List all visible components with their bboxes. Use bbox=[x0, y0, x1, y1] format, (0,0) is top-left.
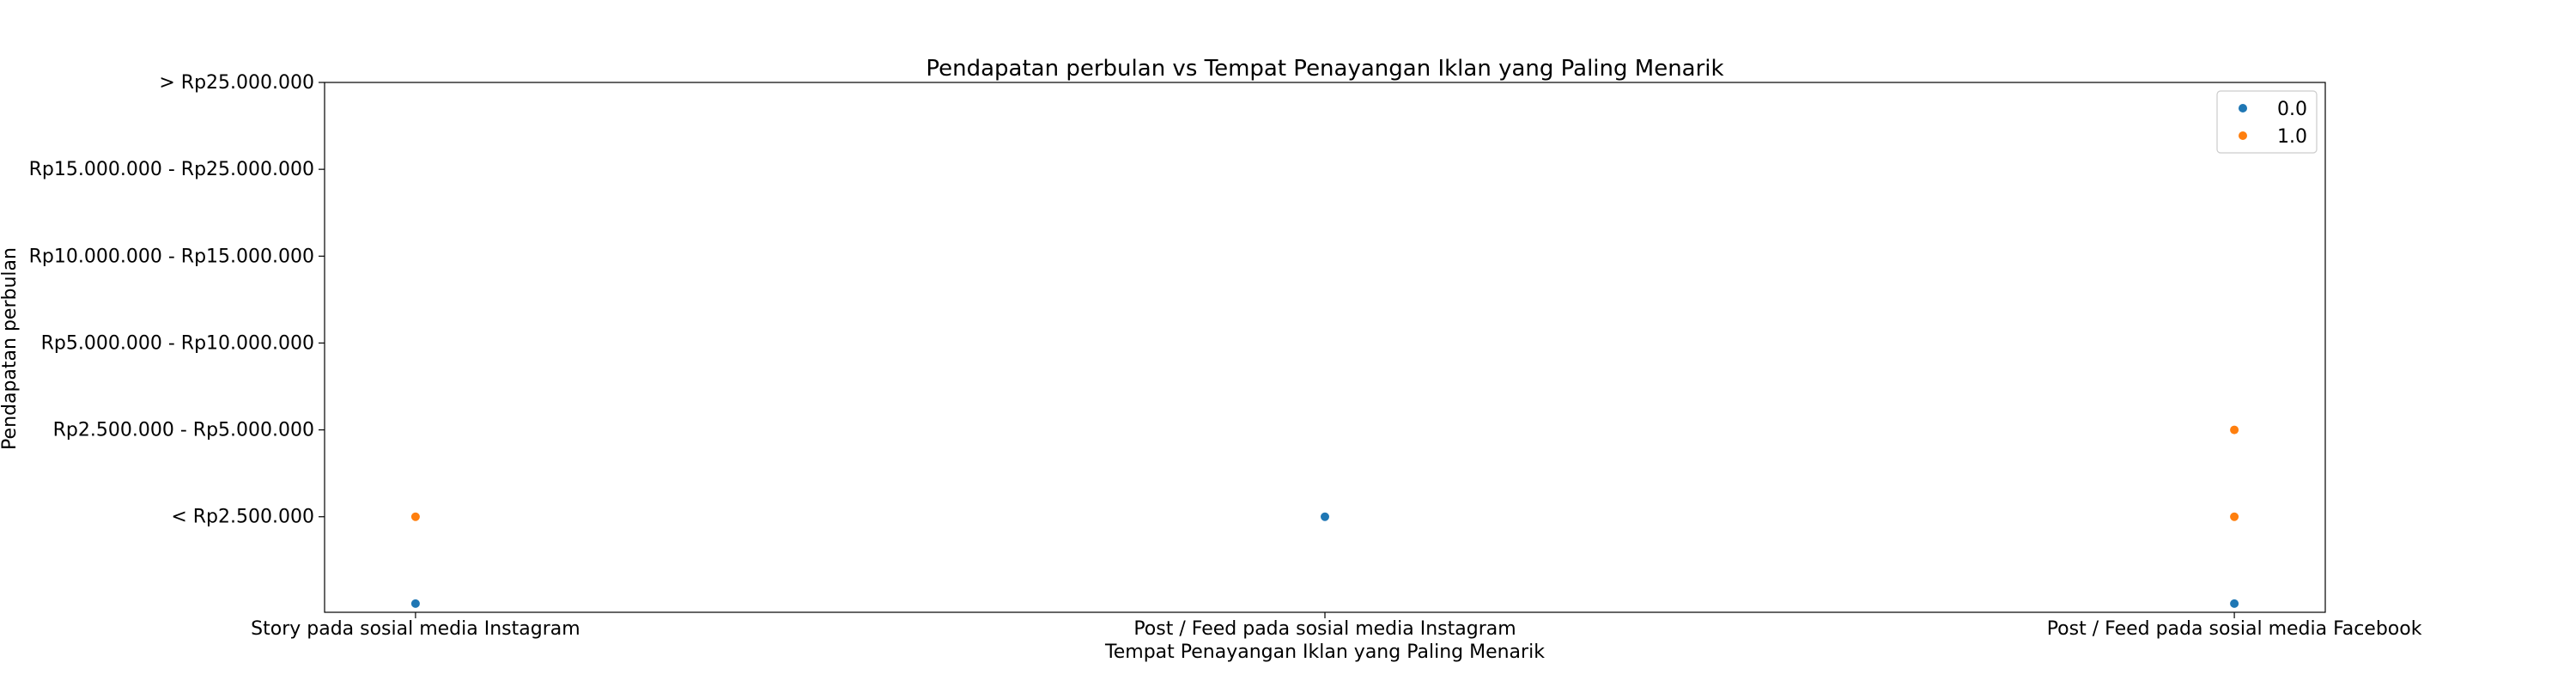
legend-marker bbox=[2239, 131, 2247, 140]
data-point bbox=[1321, 512, 1329, 521]
data-point bbox=[410, 599, 420, 608]
data-point bbox=[2230, 425, 2239, 435]
x-axis-label: Tempat Penayangan Iklan yang Paling Mena… bbox=[1104, 641, 1545, 663]
y-axis-label: Pendapatan perbulan bbox=[0, 247, 21, 450]
x-tick-label: Post / Feed pada sosial media Instagram bbox=[1133, 618, 1516, 640]
plot-frame bbox=[324, 82, 2326, 613]
y-tick-label: > Rp25.000.000 bbox=[159, 72, 314, 94]
data-point bbox=[2230, 512, 2239, 521]
y-tick-label: < Rp2.500.000 bbox=[171, 507, 314, 528]
y-tick-label: Rp5.000.000 - Rp10.000.000 bbox=[41, 332, 314, 354]
chart-title: Pendapatan perbulan vs Tempat Penayangan… bbox=[926, 56, 1723, 82]
legend-label: 1.0 bbox=[2277, 126, 2307, 148]
y-tick-label: Rp2.500.000 - Rp5.000.000 bbox=[53, 420, 314, 441]
y-tick-label: Rp10.000.000 - Rp15.000.000 bbox=[29, 246, 314, 267]
data-point bbox=[410, 512, 420, 521]
legend-marker bbox=[2239, 104, 2247, 112]
plot-area: Story pada sosial media Instagram Post / … bbox=[29, 72, 2422, 640]
legend-label: 0.0 bbox=[2277, 99, 2307, 120]
legend: 0.01.0 bbox=[2216, 90, 2318, 154]
y-tick-label: Rp15.000.000 - Rp25.000.000 bbox=[29, 159, 314, 180]
data-point bbox=[2230, 599, 2239, 608]
x-tick-label: Post / Feed pada sosial media Facebook bbox=[2047, 618, 2422, 640]
x-tick-label: Story pada sosial media Instagram bbox=[251, 618, 580, 640]
